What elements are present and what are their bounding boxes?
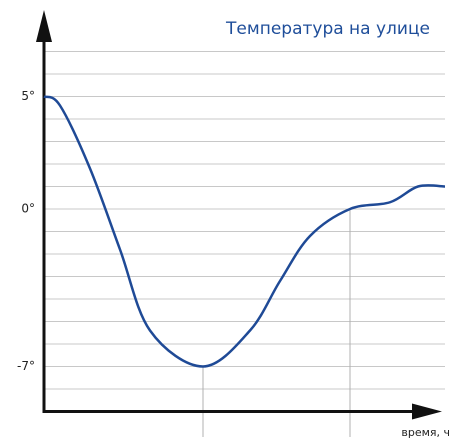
y-tick-label: -7°: [17, 359, 35, 373]
temperature-line: [43, 95, 446, 368]
chart-title: Температура на улице: [225, 19, 430, 39]
y-axis-arrow: [36, 10, 52, 42]
y-tick-label: 0°: [21, 202, 35, 216]
x-axis-label: время, ч: [401, 426, 450, 439]
x-axis-arrow: [412, 403, 442, 420]
y-tick-label: 5°: [21, 89, 35, 103]
